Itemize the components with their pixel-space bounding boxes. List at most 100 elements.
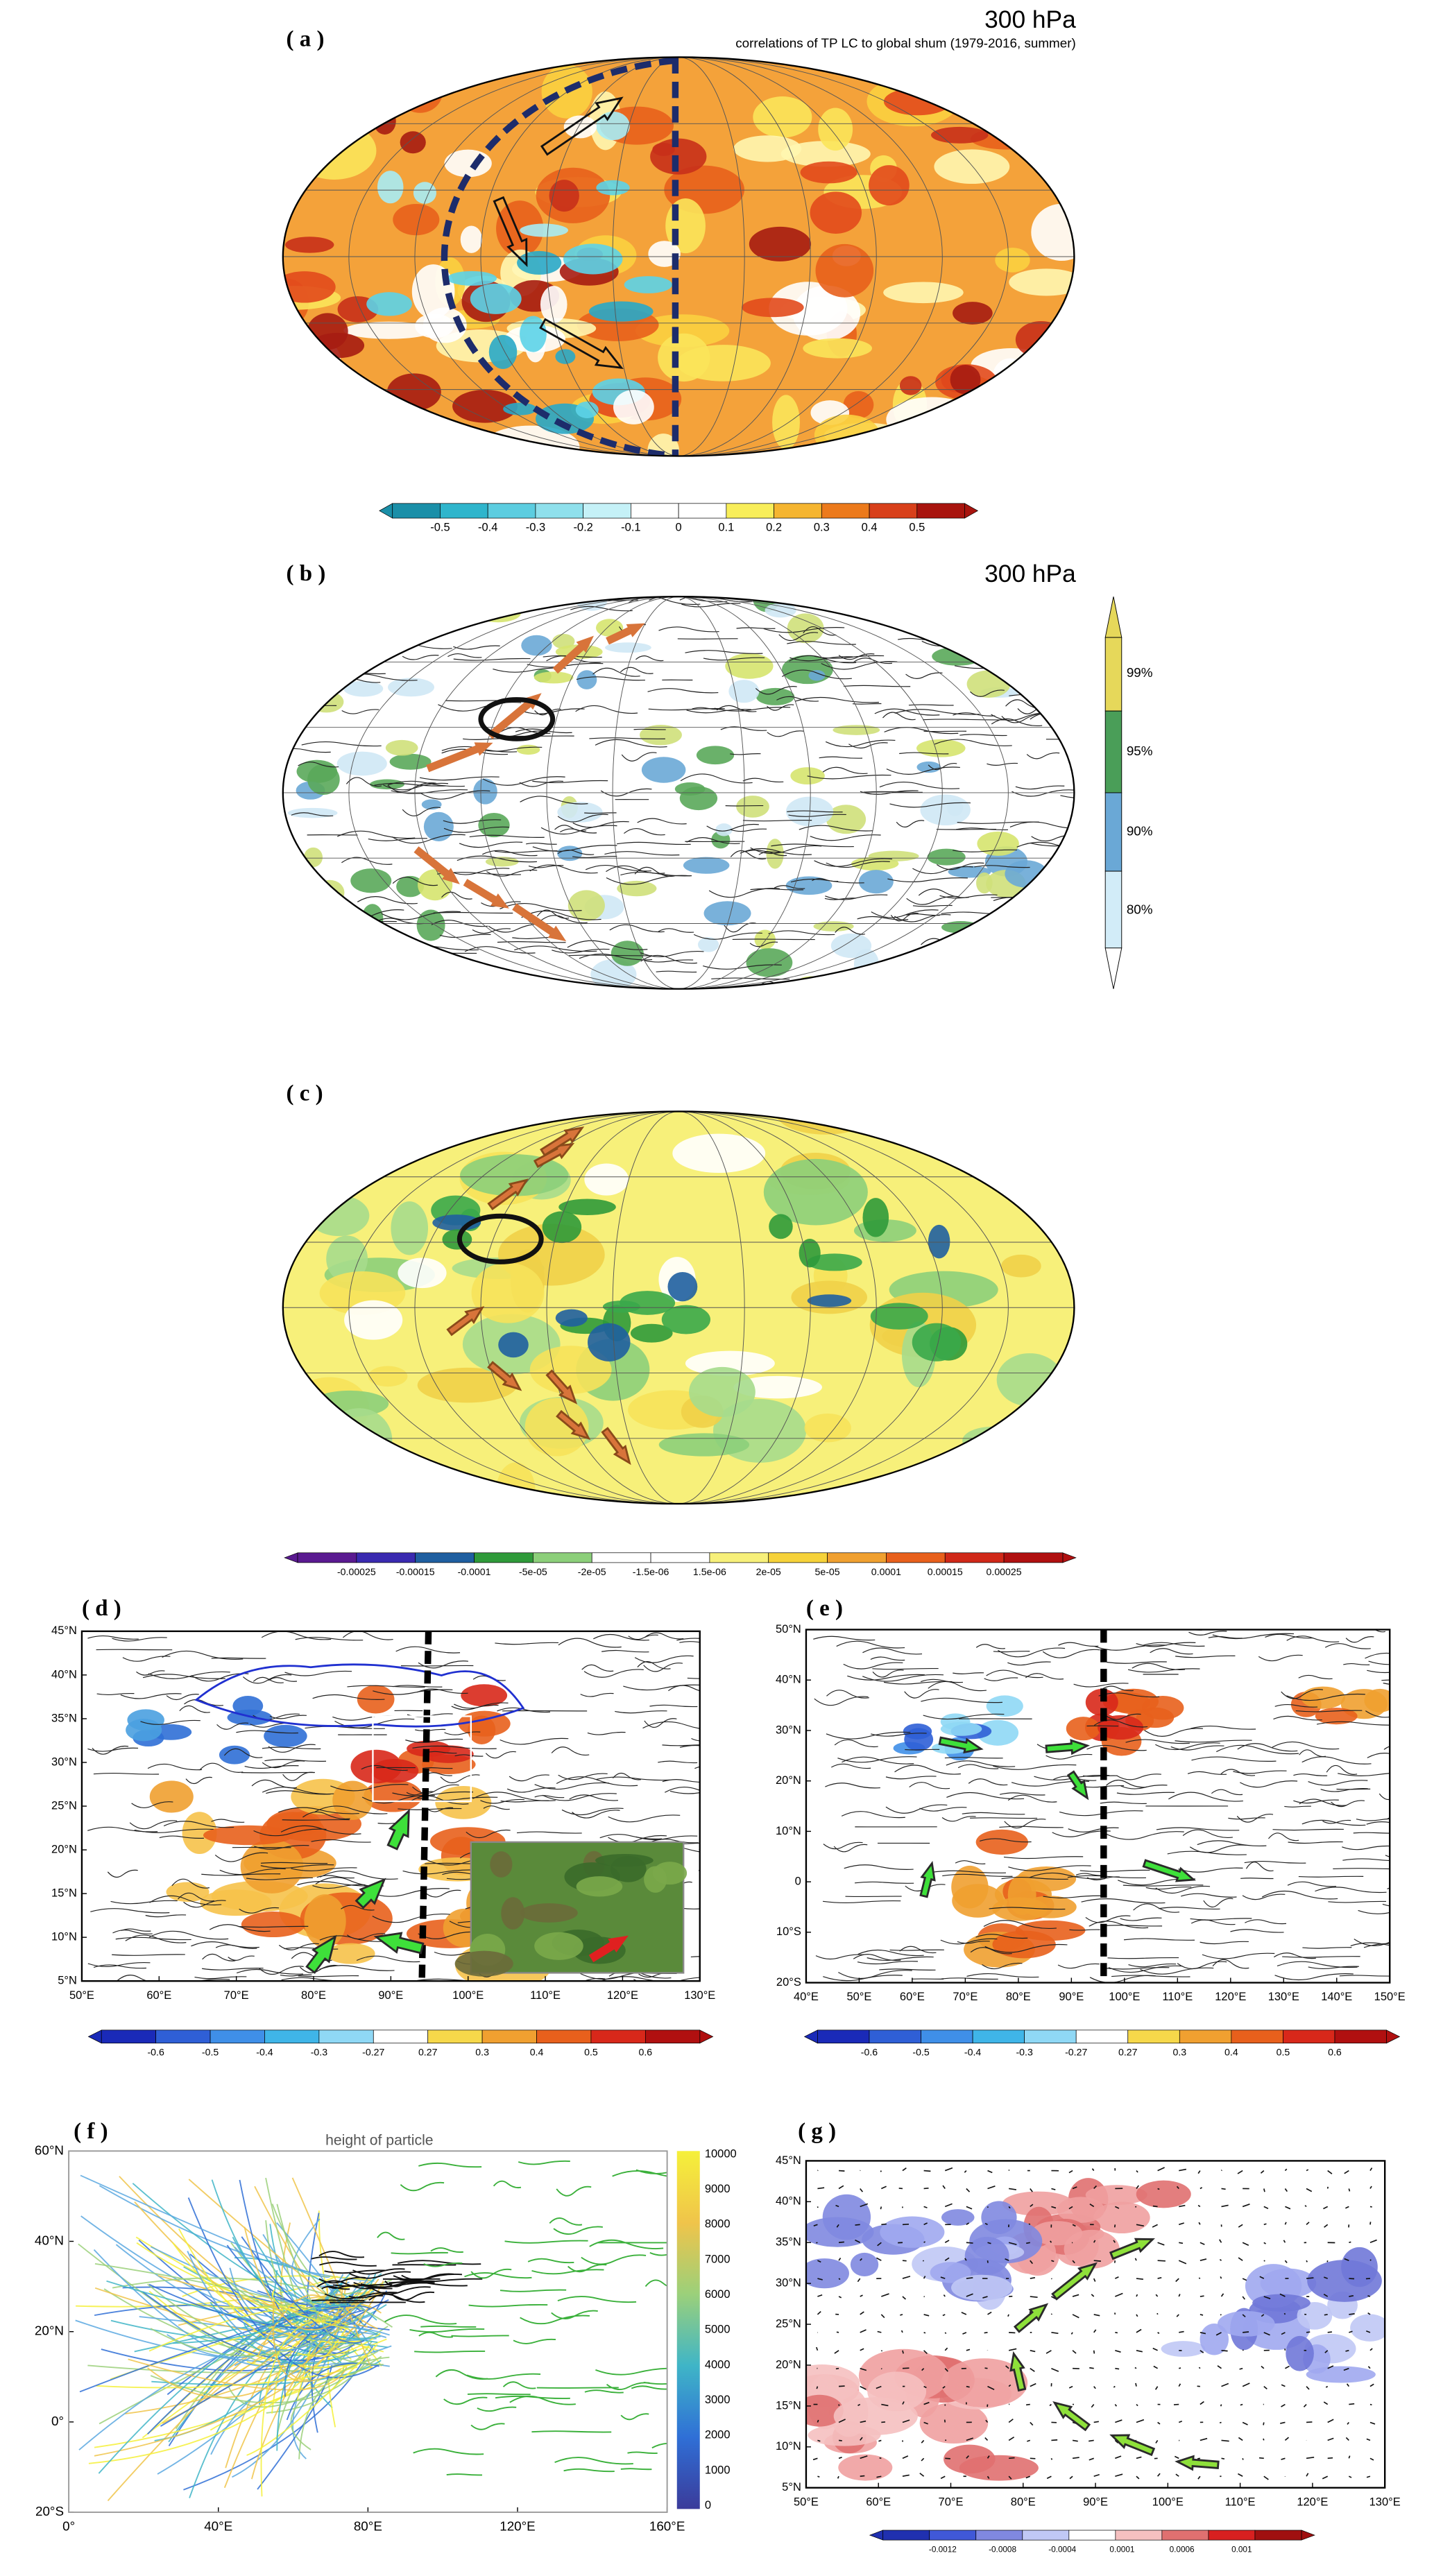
wind-vector <box>1323 2206 1329 2210</box>
streamline <box>551 1746 590 1755</box>
wind-vector <box>1050 2313 1052 2315</box>
streamline <box>971 948 1039 955</box>
wind-vector <box>838 2296 842 2299</box>
colorbar-label: 80% <box>1127 902 1153 917</box>
streamline <box>1358 1909 1390 1914</box>
streamline <box>1339 1975 1390 1977</box>
wind-vector <box>1366 2330 1371 2333</box>
wind-vector <box>839 2385 845 2387</box>
y-tick-label: 10°S <box>776 1925 801 1938</box>
x-tick-label: 70°E <box>953 1991 978 2003</box>
vortex <box>478 697 556 741</box>
streamline <box>92 1745 129 1755</box>
wind-vector <box>881 2223 887 2226</box>
wind-vector <box>1155 2439 1159 2444</box>
shading <box>1017 941 1061 962</box>
streamline <box>580 1692 614 1697</box>
streamline <box>282 1819 350 1821</box>
streamline <box>1168 1792 1243 1802</box>
wind-vector <box>1153 2365 1159 2369</box>
streamline <box>216 1722 249 1730</box>
wind-vector <box>1349 2403 1355 2405</box>
wind-vector <box>1113 2260 1116 2263</box>
shading <box>901 972 940 989</box>
streamline <box>419 776 500 781</box>
wind-vector <box>1136 2328 1142 2333</box>
shading <box>635 314 730 347</box>
shading <box>641 757 686 783</box>
streamline <box>942 1873 1013 1877</box>
streamline <box>612 1772 642 1780</box>
x-tick-label: 80°E <box>354 2518 382 2533</box>
streamline <box>350 603 401 608</box>
streamline <box>414 968 495 979</box>
colorbar-label: 99% <box>1127 665 1153 680</box>
wind-vector <box>1115 2473 1123 2478</box>
shading <box>818 108 853 151</box>
wind-vector <box>1200 2187 1203 2190</box>
streamline <box>239 1907 280 1914</box>
shading <box>577 670 597 689</box>
streamline <box>237 1968 303 1975</box>
shading <box>736 796 769 818</box>
wind-vector <box>1068 2206 1073 2210</box>
streamline <box>120 1693 182 1699</box>
wind-vector <box>942 2185 946 2189</box>
streamline <box>1104 1831 1184 1840</box>
flow-arrow <box>487 1178 529 1210</box>
shading <box>1019 427 1042 443</box>
streamline <box>372 1913 450 1923</box>
wind-vector <box>1005 2258 1009 2261</box>
shading <box>520 223 569 237</box>
shading <box>963 1111 1054 1141</box>
shading <box>343 321 434 339</box>
wind-vector <box>1157 2188 1160 2190</box>
wind-vector <box>1025 2475 1031 2479</box>
shading <box>733 135 802 162</box>
streamline <box>1328 1900 1387 1903</box>
x-tick-label: 50°E <box>69 1989 94 2002</box>
streamline <box>340 976 409 983</box>
wind-vector <box>1068 2170 1073 2174</box>
streamline <box>962 1812 1025 1815</box>
y-tick-label: 15°N <box>776 2399 801 2412</box>
shading <box>311 332 365 359</box>
wind-vector <box>1219 2421 1222 2423</box>
colorbar-cell <box>1022 2530 1070 2541</box>
streamline <box>813 1635 876 1641</box>
streamline <box>183 1900 226 1908</box>
flow-arrow <box>919 1860 936 1898</box>
wind-vector <box>860 2329 867 2333</box>
x-tick-label: 100°E <box>1109 1991 1140 2003</box>
streamline <box>787 641 856 645</box>
streamline <box>662 1744 700 1746</box>
wind-vector <box>1327 2331 1332 2333</box>
streamline <box>1345 1636 1374 1643</box>
streamline <box>521 910 601 920</box>
shading <box>400 131 426 154</box>
streamline <box>1365 1710 1390 1718</box>
flow-arrow <box>601 1427 631 1466</box>
wind-vector <box>1237 2170 1243 2174</box>
wind-vector <box>1072 2260 1075 2264</box>
x-tick-label: 50°E <box>846 1991 871 2003</box>
wind-vector <box>1260 2170 1265 2174</box>
shading <box>833 725 880 735</box>
flow-arrow <box>487 1361 522 1391</box>
flow-arrow <box>355 1878 386 1909</box>
wind-vector <box>860 2420 867 2423</box>
streamline <box>1034 974 1063 984</box>
wind-vector <box>1285 2206 1291 2210</box>
streamline <box>821 661 898 670</box>
streamline <box>640 954 697 964</box>
streamline <box>1093 1719 1148 1728</box>
colorbar-cell <box>583 503 631 519</box>
shading <box>339 613 374 626</box>
wind-vector <box>817 2439 821 2442</box>
wind-vector <box>877 2330 882 2333</box>
wind-vector <box>1136 2170 1138 2173</box>
wind-vector <box>987 2475 990 2480</box>
streamline <box>621 752 657 762</box>
shading <box>883 87 952 116</box>
shading <box>315 879 345 905</box>
